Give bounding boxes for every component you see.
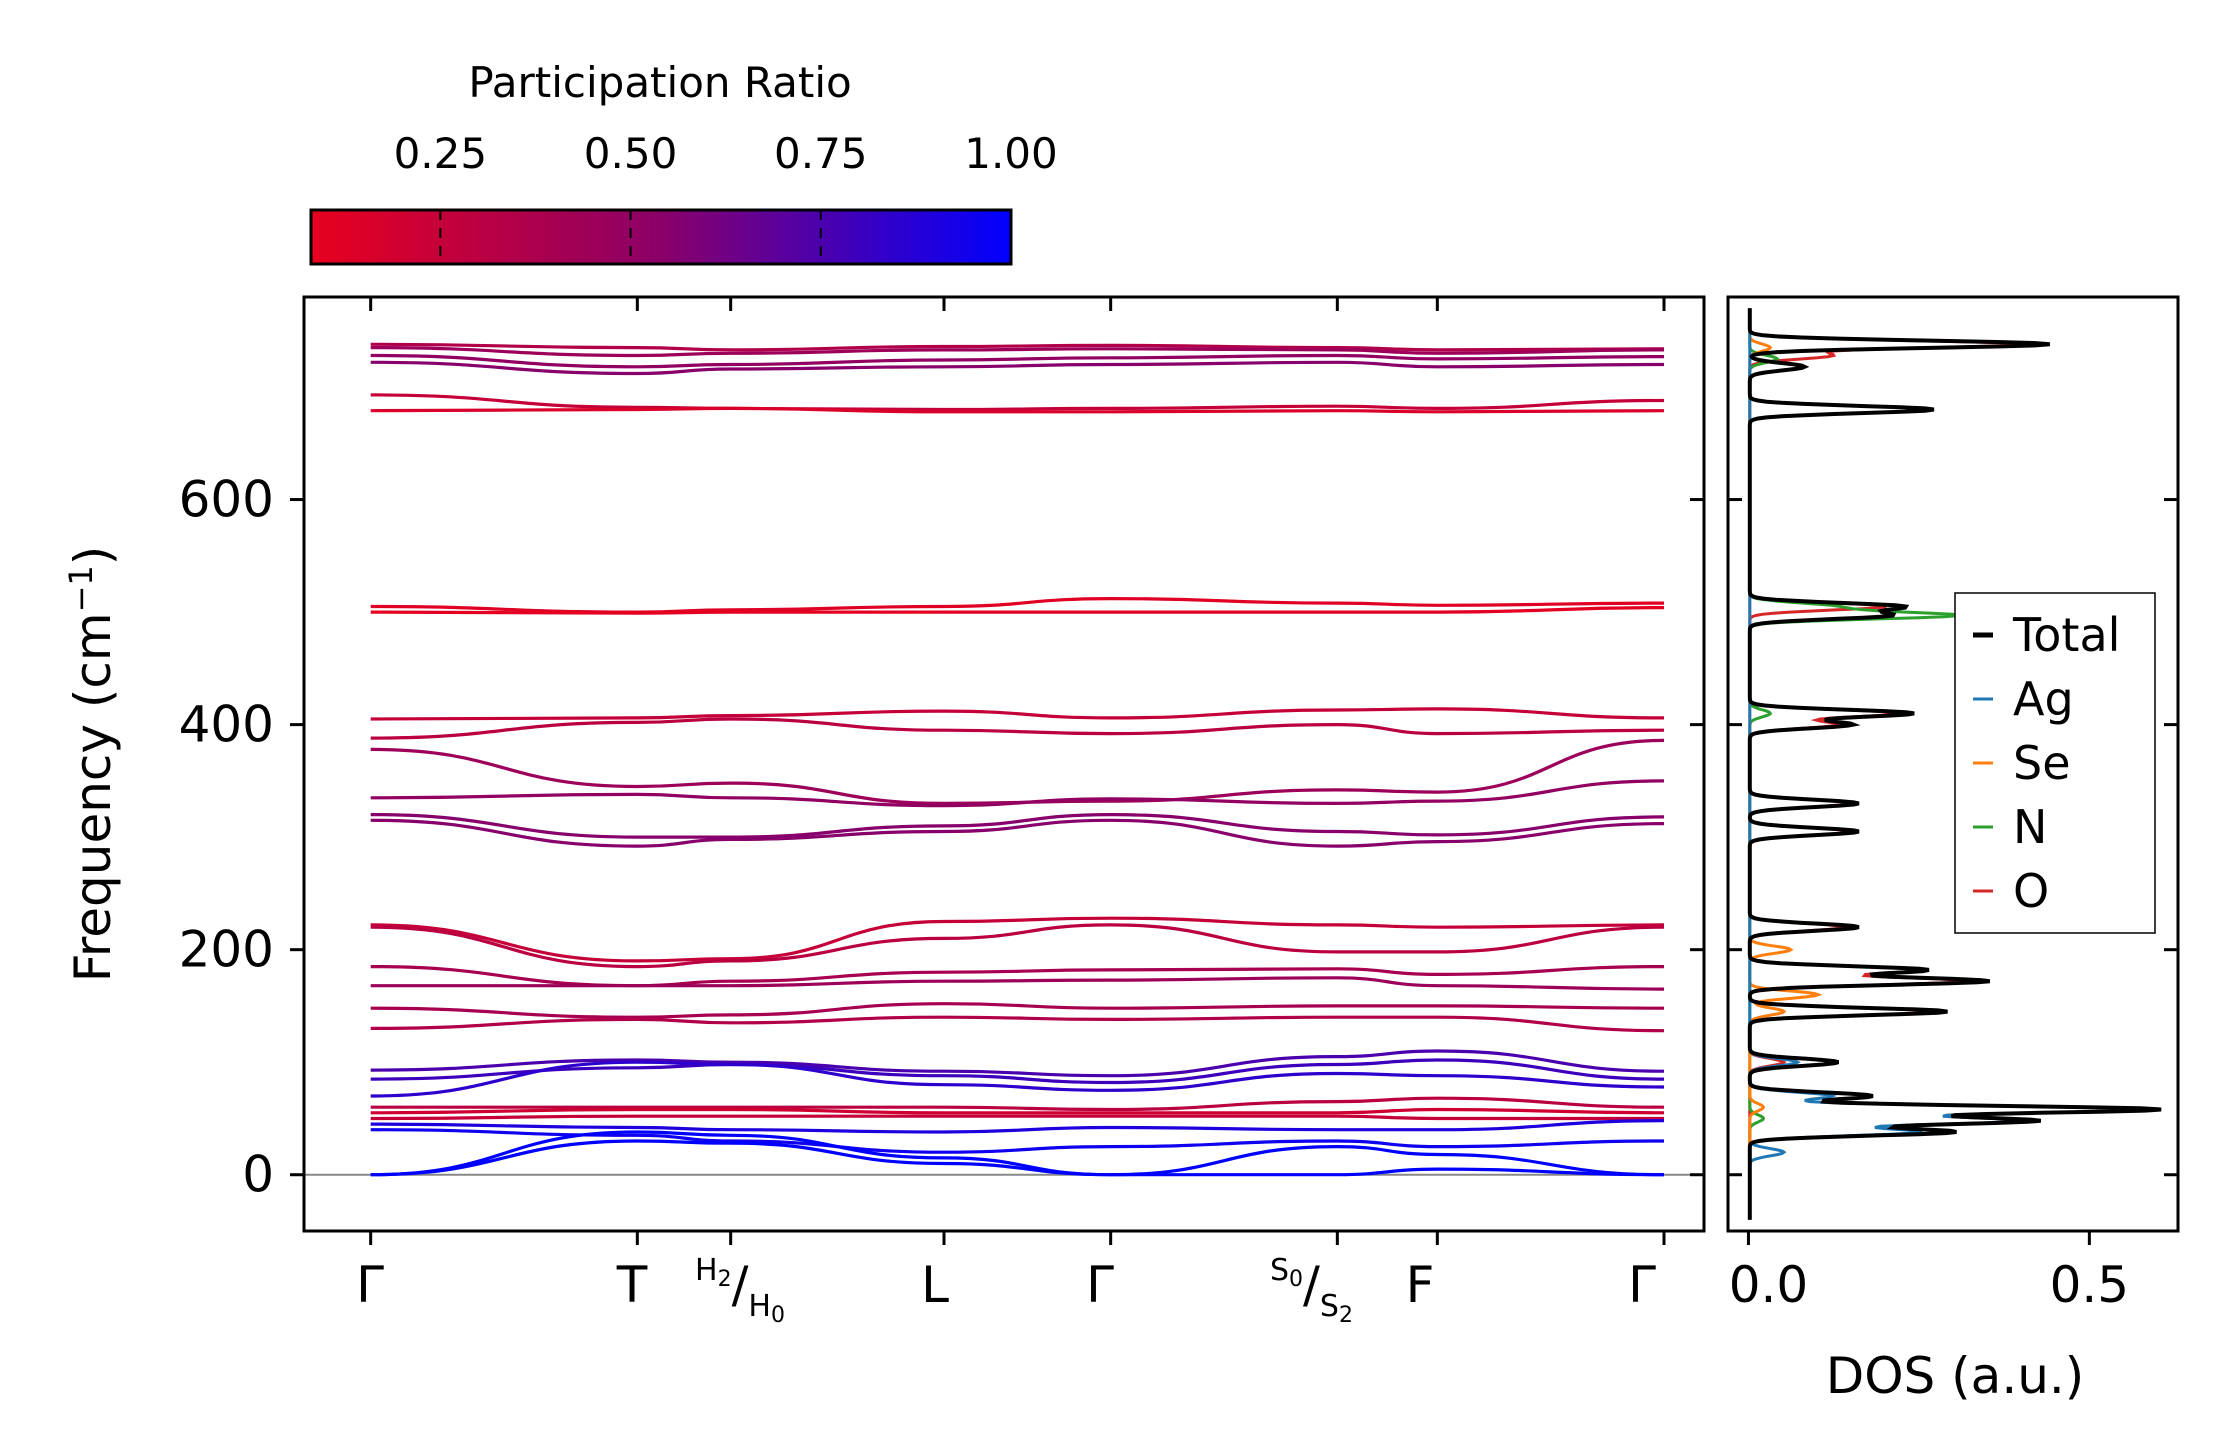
y-axis-title-close: ) [64, 546, 122, 566]
kpoint-label-T: T [616, 1256, 648, 1314]
band-y-tick-label: 600 [179, 471, 274, 529]
phonon-band-5 [370, 393, 1665, 412]
legend-label-o: O [2013, 864, 2049, 918]
y-axis-title: Frequency (cm−1) [62, 546, 122, 983]
kpoint-label-H: H2/H0 [695, 1253, 785, 1328]
band-y-tick-label: 0 [242, 1146, 274, 1204]
kpoint-label-S-slash: / [1303, 1256, 1320, 1314]
colorbar-title: Participation Ratio [468, 58, 851, 107]
phonon-band-27 [370, 1119, 1665, 1134]
kpoint-label-H-slash: / [732, 1256, 749, 1314]
dos-curve-total [1747, 308, 2162, 1220]
phonon-band-19 [370, 1002, 1665, 1019]
band-y-ticks: 0 200 400 600 [179, 471, 1704, 1204]
phonon-band-6 [370, 406, 1665, 414]
phonon-band-29 [370, 1130, 1665, 1177]
dos-axes-frame [1726, 295, 2180, 1233]
dos-x-tick-label: 0.0 [1729, 1256, 1809, 1314]
kpoint-label-S0: S [1270, 1253, 1289, 1288]
kpoint-label-gamma-3: Γ [1628, 1256, 1656, 1314]
dos-curve-se [1748, 308, 1823, 1220]
legend-label-n: N [2013, 800, 2047, 854]
phonon-band-4 [370, 360, 1665, 376]
kpoint-label-S2: S [1320, 1289, 1339, 1324]
kpoint-label-S0-sub: 0 [1289, 1267, 1303, 1292]
colorbar-tick-label: 1.00 [964, 129, 1058, 178]
phonon-band-17 [370, 965, 1665, 988]
phonon-band-16 [370, 923, 1665, 969]
y-axis-title-main: Frequency (cm [64, 612, 122, 982]
colorbar: Participation Ratio 0.25 0.50 0.75 1.00 [309, 58, 1058, 266]
dos-ticks: 0.0 0.5 [1728, 498, 2178, 1314]
phonon-band-10 [370, 717, 1665, 740]
legend-label-ag: Ag [2013, 672, 2074, 726]
dos-lines [1747, 308, 2162, 1220]
phonon-band-30 [370, 1139, 1665, 1177]
kpoint-label-H0-sub: 0 [771, 1303, 785, 1328]
dos-x-axis-title: DOS (a.u.) [1826, 1347, 2085, 1405]
dos-legend: Total Ag Se NO [1954, 592, 2156, 934]
kpoint-label-L: L [921, 1256, 949, 1314]
colorbar-gradient [309, 208, 1013, 266]
phonon-band-14 [370, 818, 1665, 848]
phonon-band-2 [370, 346, 1665, 358]
dos-panel: 0.0 0.5 DOS (a.u.) Total Ag Se NO [1726, 295, 2180, 1405]
phonon-band-8 [370, 606, 1665, 615]
phonon-band-28 [370, 1128, 1665, 1154]
phonon-band-23 [370, 1060, 1665, 1098]
kpoint-label-H2: H [695, 1253, 718, 1288]
phonon-band-13 [370, 812, 1665, 839]
colorbar-tick-label: 0.50 [584, 129, 678, 178]
legend-label-total: Total [2012, 608, 2120, 662]
phonon-band-1 [370, 342, 1665, 352]
kpoint-label-F: F [1406, 1256, 1435, 1314]
kpoint-label-H0: H [748, 1289, 771, 1324]
phonon-band-9 [370, 707, 1665, 721]
band-y-tick-label: 400 [179, 696, 274, 754]
band-y-tick-label: 200 [179, 921, 274, 979]
kpoint-label-gamma-2: Γ [1086, 1256, 1114, 1314]
kpoint-label-S: S0/S2 [1270, 1253, 1353, 1328]
dos-x-tick-label: 0.5 [2050, 1256, 2130, 1314]
colorbar-tick-label: 0.75 [774, 129, 868, 178]
kpoint-label-gamma-1: Γ [356, 1256, 384, 1314]
kpoint-label-H2-sub: 2 [718, 1267, 732, 1292]
phonon-band-7 [370, 596, 1665, 614]
kpoint-labels: Γ T H2/H0 L Γ S0/S2 F Γ [356, 1253, 1656, 1328]
legend-label-se: Se [2013, 736, 2071, 790]
phonon-band-12 [370, 779, 1665, 808]
phonon-band-15 [370, 916, 1665, 963]
phonon-band-26 [370, 1114, 1664, 1121]
phonon-band-3 [370, 353, 1665, 369]
phonon-band-22 [370, 1058, 1665, 1085]
colorbar-tick-label: 0.25 [394, 129, 488, 178]
phonon-band-20 [370, 1015, 1665, 1033]
phonon-band-25 [370, 1107, 1665, 1115]
y-axis-title-sup: −1 [62, 565, 100, 612]
kpoint-label-S2-sub: 2 [1339, 1303, 1353, 1328]
band-axes-frame [302, 295, 1706, 1233]
band-x-ticks [369, 297, 1666, 1245]
colorbar-ticks: 0.25 0.50 0.75 1.00 [394, 129, 1058, 264]
phonon-band-21 [370, 1049, 1665, 1078]
phonon-band-24 [370, 1096, 1665, 1112]
phonon-band-18 [370, 976, 1665, 991]
band-lines [304, 342, 1704, 1177]
dos-curve-n [1748, 308, 1959, 1220]
